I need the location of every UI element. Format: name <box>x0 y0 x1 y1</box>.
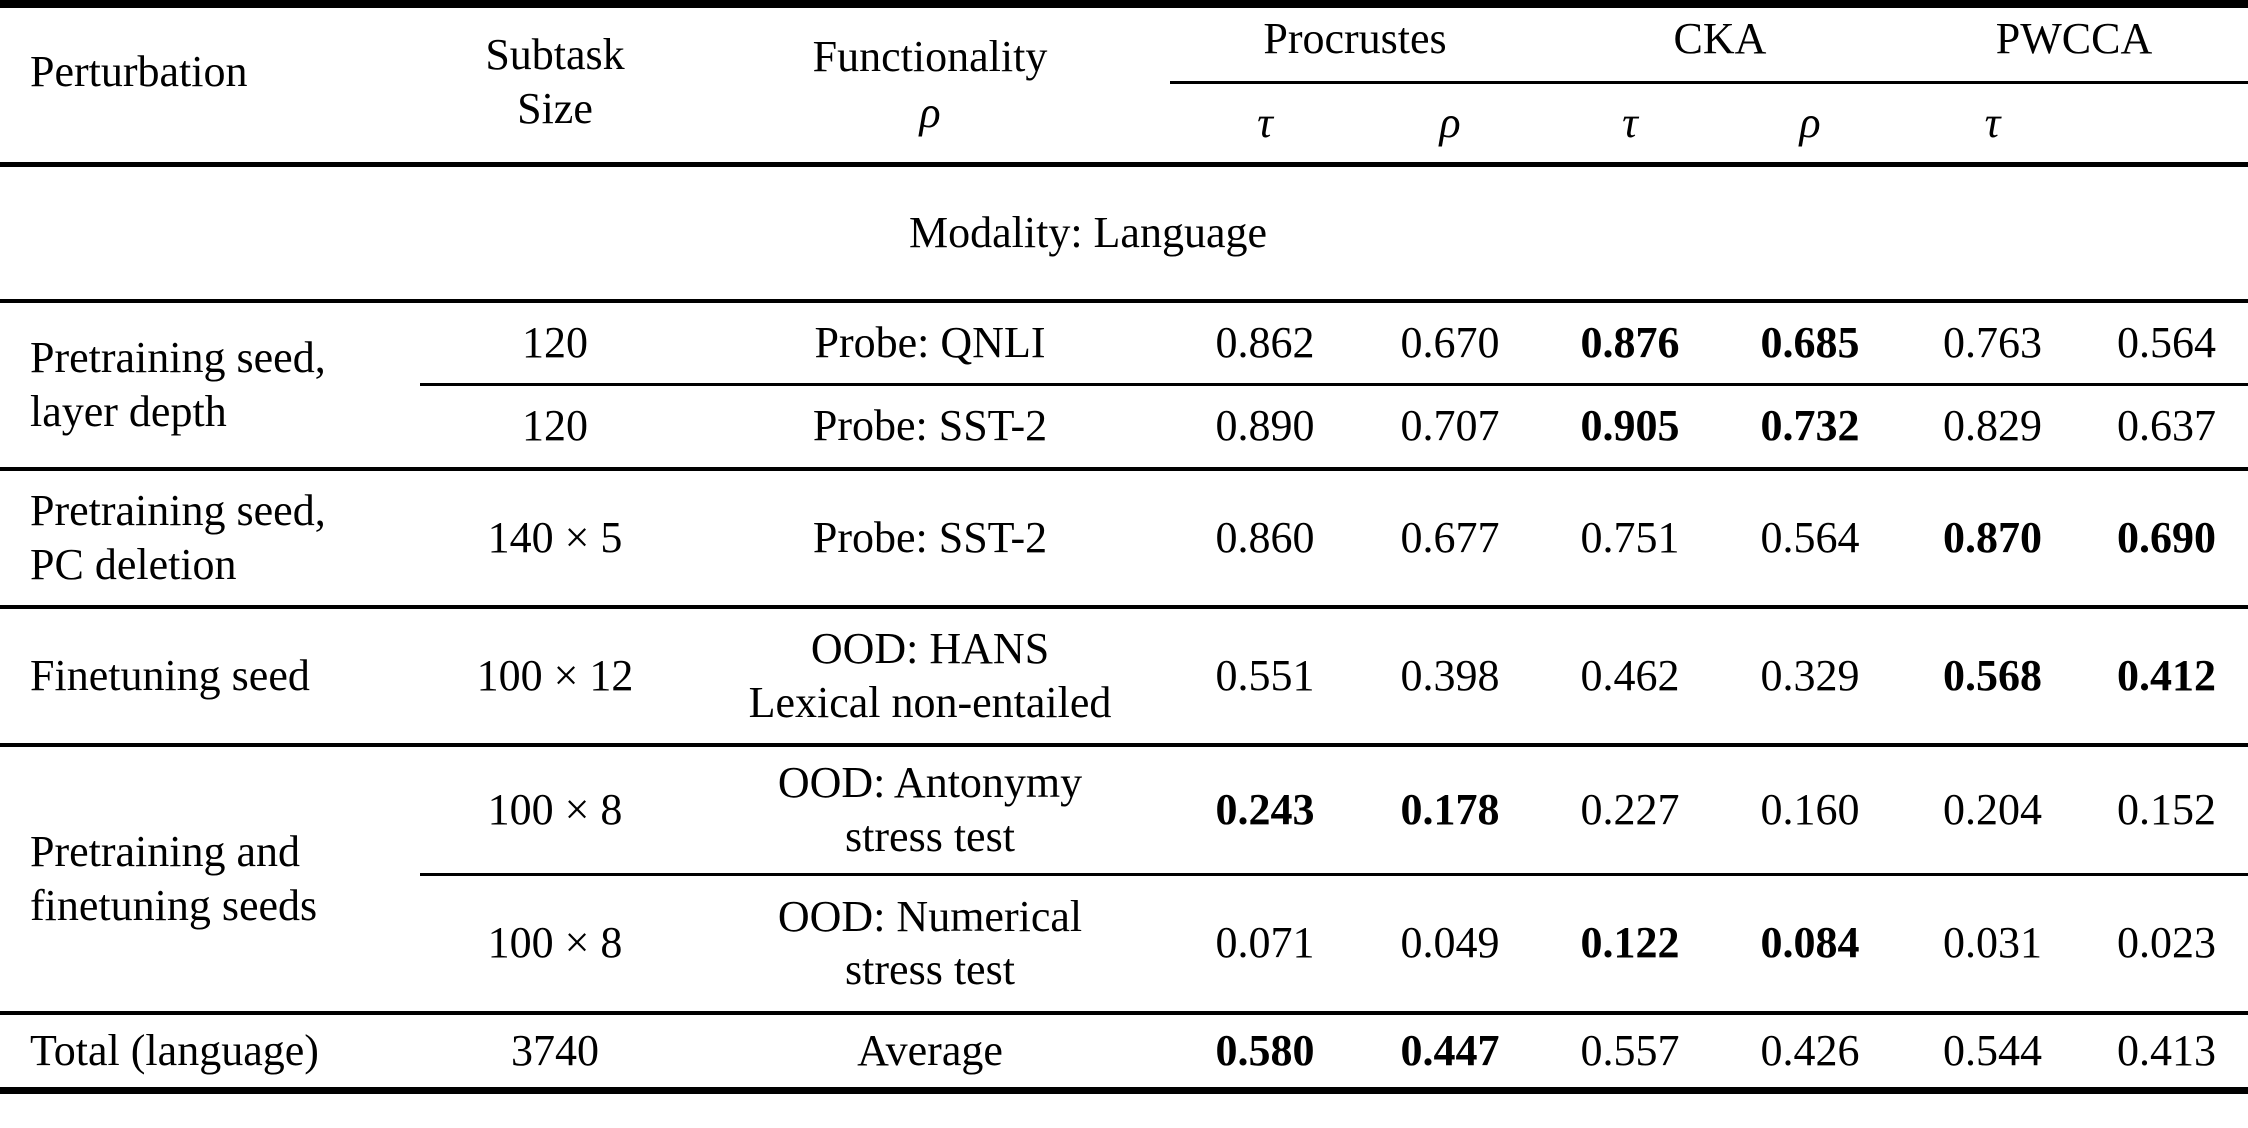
subtask-size-cell: 120 <box>420 300 690 386</box>
table-row: Pretraining seed, layer depth 120 Probe:… <box>0 300 2248 471</box>
value-cell: 0.580 <box>1215 1025 1315 1075</box>
value-cell: 0.890 <box>1170 384 1360 471</box>
subtask-size-cell: 140 × 5 <box>420 468 690 609</box>
section-header-label: Modality: Language <box>0 164 2248 303</box>
functionality-cell: Probe: SST-2 <box>690 384 1170 471</box>
value-cell: 0.732 <box>1720 384 1900 471</box>
value-cell: 0.204 <box>1900 744 2085 876</box>
value-cell: 0.329 <box>1720 606 1900 747</box>
value-cell: 0.178 <box>1360 744 1540 876</box>
functionality-cell: OOD: Antonymy stress test <box>690 744 1170 876</box>
value-cell: 0.862 <box>1170 300 1360 386</box>
value-cell: 0.876 <box>1540 300 1720 386</box>
value-cell: 0.160 <box>1720 744 1900 876</box>
subtask-size-cell: 120 <box>420 384 690 471</box>
functionality-rho-symbol: ρ <box>919 87 941 137</box>
value-cell: 0.551 <box>1170 606 1360 747</box>
col-header-functionality: Functionality ρ <box>690 4 1170 167</box>
value-cell: 0.243 <box>1170 744 1360 876</box>
subcol-header-pwcca-tau: τ <box>1900 82 2085 167</box>
value-cell: 0.763 <box>1900 300 2085 386</box>
functionality-cell: Probe: QNLI <box>690 300 1170 386</box>
value-cell: 0.447 <box>1400 1025 1500 1075</box>
col-header-subtask-size: Subtask Size <box>420 4 690 167</box>
subcol-header-procrustes-tau: τ <box>1170 82 1360 167</box>
header-subcol-row: τ ρ τ ρ τ <box>0 82 2248 167</box>
value-cell: 0.829 <box>1900 384 2085 471</box>
table-row: 100 × 8 OOD: Numerical stress test 0.071… <box>0 874 2248 1015</box>
value-cell: 0.677 <box>1360 468 1540 609</box>
subtask-size-cell: 100 × 8 <box>420 874 690 1015</box>
value-cell: 0.905 <box>1540 384 1720 471</box>
functionality-cell: Average <box>857 1025 1003 1075</box>
table-row: Finetuning seed 100 × 12 OOD: HANS Lexic… <box>0 606 2248 747</box>
value-cell: 0.227 <box>1540 744 1720 876</box>
value-cell: 0.426 <box>1760 1025 1860 1075</box>
functionality-cell: OOD: Numerical stress test <box>690 874 1170 1015</box>
perturbation-cell: Pretraining seed, PC deletion <box>0 468 420 609</box>
perturbation-cell: Pretraining seed, layer depth <box>0 300 420 471</box>
subtask-size-cell: 100 × 8 <box>420 744 690 876</box>
value-cell: 0.860 <box>1170 468 1360 609</box>
table-row: Pretraining and finetuning seeds 100 × 8… <box>0 744 2248 1015</box>
section-header-row: Modality: Language <box>0 164 2248 303</box>
value-cell: 0.544 <box>1943 1025 2042 1075</box>
value-cell: 0.564 <box>2085 300 2248 386</box>
group-header-pwcca: PWCCA <box>1900 4 2248 84</box>
perturbation-cell: Pretraining and finetuning seeds <box>0 744 420 1015</box>
value-cell: 0.049 <box>1360 874 1540 1015</box>
header-group-row: Perturbation Subtask Size Functionality ρ… <box>0 4 2248 167</box>
value-cell: 0.685 <box>1720 300 1900 386</box>
value-cell: 0.398 <box>1360 606 1540 747</box>
subtask-size-cell: 3740 <box>511 1025 599 1075</box>
perturbation-cell: Total (language) <box>30 1025 319 1075</box>
subtask-size-cell: 100 × 12 <box>420 606 690 747</box>
value-cell: 0.707 <box>1360 384 1540 471</box>
subcol-header-cka-rho: ρ <box>1720 82 1900 167</box>
value-cell: 0.670 <box>1360 300 1540 386</box>
group-header-cka: CKA <box>1540 4 1900 84</box>
value-cell: 0.557 <box>1580 1025 1680 1075</box>
value-cell: 0.412 <box>2085 606 2248 747</box>
value-cell: 0.870 <box>1900 468 2085 609</box>
value-cell: 0.023 <box>2085 874 2248 1015</box>
value-cell: 0.122 <box>1540 874 1720 1015</box>
value-cell: 0.637 <box>2085 384 2248 471</box>
value-cell: 0.690 <box>2085 468 2248 609</box>
functionality-cell: Probe: SST-2 <box>690 468 1170 609</box>
subcol-header-cka-tau: τ <box>1540 82 1720 167</box>
value-cell: 0.564 <box>1720 468 1900 609</box>
table-row: Pretraining seed, PC deletion 140 × 5 Pr… <box>0 468 2248 609</box>
value-cell: 0.031 <box>1900 874 2085 1015</box>
value-cell: 0.462 <box>1540 606 1720 747</box>
subcol-header-procrustes-rho: ρ <box>1360 82 1540 167</box>
total-row: Total (language) 3740 Average 0.580 0.44… <box>0 1013 2248 1091</box>
value-cell: 0.152 <box>2085 744 2248 876</box>
col-header-perturbation: Perturbation <box>0 4 420 167</box>
functionality-label: Functionality <box>812 32 1048 82</box>
results-table: Perturbation Subtask Size Functionality ρ… <box>0 0 2248 1094</box>
functionality-cell: OOD: HANS Lexical non-entailed <box>690 606 1170 747</box>
perturbation-cell: Finetuning seed <box>0 606 420 747</box>
value-cell: 0.071 <box>1170 874 1360 1015</box>
value-cell: 0.751 <box>1540 468 1720 609</box>
value-cell: 0.568 <box>1900 606 2085 747</box>
value-cell: 0.413 <box>2117 1025 2216 1075</box>
table-row: 120 Probe: SST-2 0.890 0.707 0.905 0.732… <box>0 384 2248 471</box>
subcol-header-pwcca-rho-cropped <box>2085 82 2248 167</box>
group-header-procrustes: Procrustes <box>1170 4 1540 84</box>
value-cell: 0.084 <box>1720 874 1900 1015</box>
